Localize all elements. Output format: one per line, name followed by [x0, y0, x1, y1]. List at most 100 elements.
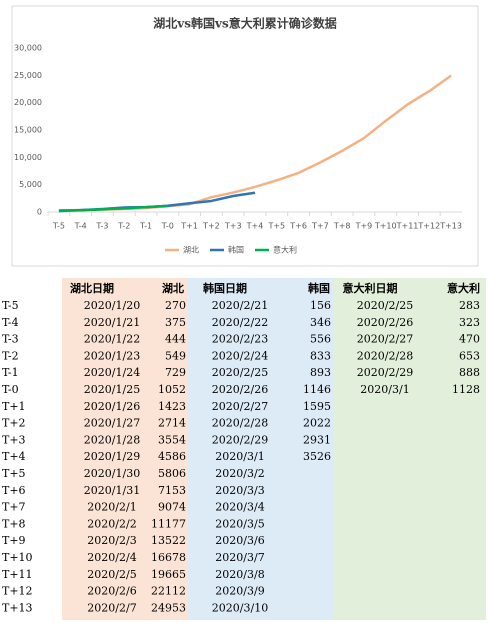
- table-cell: 2020/2/4: [87, 551, 136, 564]
- table-cell: 556: [310, 333, 331, 346]
- table-cell: 2020/2/28: [357, 349, 413, 362]
- y-tick-label: 5,000: [19, 180, 42, 189]
- row-label: T+12: [2, 585, 33, 598]
- table-cell: 2020/2/26: [357, 316, 413, 329]
- table-cell: 2020/1/23: [84, 349, 140, 362]
- table-cell: 11177: [151, 517, 186, 530]
- x-tick-label: T-1: [139, 222, 152, 231]
- table-cell: 2020/1/21: [84, 316, 140, 329]
- table-cell: 2020/1/31: [84, 484, 140, 497]
- table-cell: 5806: [158, 467, 186, 480]
- table-cell: 2020/2/27: [212, 400, 268, 413]
- table-cell: 2020/3/8: [215, 568, 264, 581]
- x-tick-label: T+4: [246, 222, 264, 231]
- x-tick-label: T-4: [74, 222, 87, 231]
- row-label: T+11: [2, 568, 33, 581]
- column-background: [62, 278, 188, 620]
- table-cell: 2020/2/23: [212, 333, 268, 346]
- table-cell: 2020/2/6: [87, 585, 136, 598]
- table-cell: 1052: [158, 383, 186, 396]
- row-label: T-3: [2, 333, 19, 346]
- table-cell: 2020/2/2: [87, 517, 136, 530]
- y-tick-label: 20,000: [14, 98, 42, 107]
- table-cell: 444: [165, 333, 186, 346]
- x-tick-label: T+2: [202, 222, 220, 231]
- table-cell: 19665: [151, 568, 186, 581]
- x-tick-label: T+13: [439, 222, 462, 231]
- table-cell: 893: [310, 366, 331, 379]
- table-cell: 2020/2/21: [212, 299, 268, 312]
- row-label: T+5: [2, 467, 26, 480]
- table-cell: 1146: [303, 383, 331, 396]
- x-tick-label: T-0: [161, 222, 174, 231]
- y-tick-label: 15,000: [14, 126, 42, 135]
- table-cell: 9074: [158, 501, 186, 514]
- table-cell: 2020/2/7: [87, 601, 136, 614]
- column-header: 意大利: [447, 281, 480, 295]
- y-tick-label: 30,000: [14, 44, 42, 53]
- row-label: T-2: [2, 349, 19, 362]
- row-label: T+3: [2, 433, 26, 446]
- row-label: T-4: [2, 316, 19, 329]
- x-tick-label: T+3: [224, 222, 242, 231]
- column-header: 韩国日期: [203, 281, 247, 295]
- row-label: T+9: [2, 534, 26, 547]
- table-cell: 1128: [452, 383, 480, 396]
- x-tick-label: T-3: [95, 222, 108, 231]
- row-label: T+7: [2, 501, 26, 514]
- table-cell: 2020/2/29: [212, 433, 268, 446]
- table-cell: 3526: [303, 450, 331, 463]
- x-tick-label: T+9: [355, 222, 373, 231]
- table-cell: 2020/2/3: [87, 534, 136, 547]
- table-cell: 549: [165, 349, 186, 362]
- row-label: T-5: [2, 299, 19, 312]
- column-background: [334, 278, 486, 620]
- table-cell: 2020/3/1: [360, 383, 409, 396]
- table-cell: 2020/1/22: [84, 333, 140, 346]
- x-tick-label: T+6: [289, 222, 307, 231]
- chart-frame: [11, 5, 479, 267]
- series-line: [58, 204, 168, 212]
- table-cell: 2020/3/9: [215, 585, 264, 598]
- row-label: T+4: [2, 450, 26, 463]
- table-cell: 2714: [158, 417, 186, 430]
- table-cell: 729: [165, 366, 186, 379]
- table-cell: 2020/1/25: [84, 383, 140, 396]
- table-cell: 653: [459, 349, 480, 362]
- table-cell: 2020/2/25: [357, 299, 413, 312]
- table-cell: 2020/2/26: [212, 383, 268, 396]
- table-cell: 1423: [158, 400, 186, 413]
- table-cell: 13522: [151, 534, 186, 547]
- table-cell: 2020/2/27: [357, 333, 413, 346]
- column-background: [188, 278, 334, 620]
- table-cell: 22112: [151, 585, 186, 598]
- x-tick-label: T-2: [117, 222, 130, 231]
- table-cell: 156: [310, 299, 331, 312]
- x-tick-label: T-5: [52, 222, 65, 231]
- table-cell: 2020/2/22: [212, 316, 268, 329]
- table-cell: 2020/2/29: [357, 366, 413, 379]
- table-cell: 2020/2/1: [87, 501, 136, 514]
- table-cell: 7153: [158, 484, 186, 497]
- table-cell: 16678: [151, 551, 186, 564]
- table-cell: 470: [459, 333, 480, 346]
- y-tick-label: 0: [37, 208, 42, 217]
- table-cell: 2020/3/3: [215, 484, 264, 497]
- legend-label: 韩国: [228, 245, 244, 255]
- table-cell: 4586: [158, 450, 186, 463]
- table-cell: 2931: [303, 433, 331, 446]
- table-cell: 2020/2/24: [212, 349, 268, 362]
- x-tick-label: T+10: [374, 222, 397, 231]
- table-cell: 283: [459, 299, 480, 312]
- table-cell: 2020/2/25: [212, 366, 268, 379]
- column-header: 湖北日期: [70, 281, 114, 295]
- table-cell: 2022: [303, 417, 331, 430]
- table-cell: 375: [165, 316, 186, 329]
- x-tick-label: T+1: [180, 222, 198, 231]
- table-cell: 2020/3/1: [215, 450, 264, 463]
- table-cell: 346: [310, 316, 331, 329]
- table-cell: 2020/3/10: [212, 601, 268, 614]
- row-label: T+6: [2, 484, 26, 497]
- table-cell: 2020/1/29: [84, 450, 140, 463]
